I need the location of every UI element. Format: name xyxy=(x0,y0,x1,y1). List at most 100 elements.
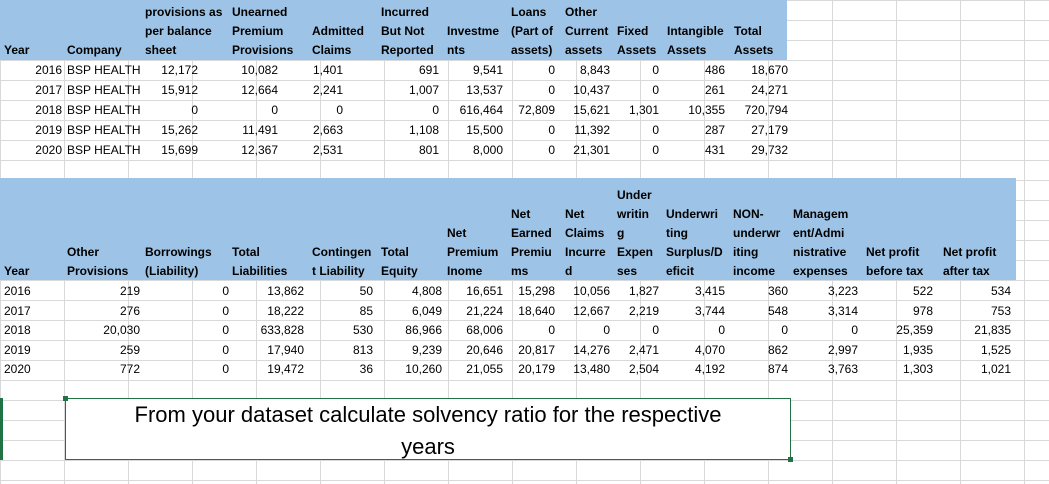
t1-cell-r3-c6: 15,500 xyxy=(466,123,503,137)
t1-header-provisions-line-1: per balance xyxy=(145,24,212,38)
t2-cell-r3-c11: 862 xyxy=(767,342,788,357)
t2-cell-r4-c5: 10,260 xyxy=(405,362,442,376)
t2-header-net_premium-line-1: Premium xyxy=(447,245,499,259)
t1-cell-r0-c0: 2016 xyxy=(35,63,62,77)
t2-cell-r3-c1: 259 xyxy=(119,342,140,357)
t1-cell-r1-c1: BSP HEALTH xyxy=(67,83,141,97)
t1-header-year: Year xyxy=(4,43,30,57)
t2-header-net_earned-line-2: Premiu xyxy=(511,245,552,259)
t1-cell-r3-c4: 2,663 xyxy=(312,123,343,137)
t2-cell-r4-c3: 19,472 xyxy=(267,362,304,376)
t1-cell-r2-c10: 10,355 xyxy=(688,103,725,117)
t2-cell-r1-c6: 21,224 xyxy=(466,303,503,318)
t2-cell-r4-c10: 4,192 xyxy=(694,362,725,376)
t2-cell-r3-c10: 4,070 xyxy=(694,342,725,357)
t1-cell-r2-c8: 15,621 xyxy=(573,103,610,117)
t1-cell-r0-c5: 691 xyxy=(418,63,439,77)
t1-cell-r4-c10: 431 xyxy=(704,143,725,157)
t2-cell-r3-c3: 17,940 xyxy=(267,342,304,357)
t1-cell-r2-c0: 2018 xyxy=(35,103,62,117)
t1-header-company: Company xyxy=(67,43,122,57)
resize-handle-tl[interactable] xyxy=(63,396,68,401)
t1-cell-r4-c0: 2020 xyxy=(35,143,62,157)
t1-cell-r2-c11: 720,794 xyxy=(744,103,788,117)
question-textbox[interactable]: From your dataset calculate solvency rat… xyxy=(63,396,793,462)
t1-cell-r3-c3: 11,491 xyxy=(242,123,278,137)
t1-header-other_current-line-2: assets xyxy=(565,43,603,57)
t2-header-underwriting_exp-line-0: Under xyxy=(617,188,652,202)
question-line-1: From your dataset calculate solvency rat… xyxy=(134,402,722,427)
t2-header-underwriting_surplus-line-3: eficit xyxy=(666,264,695,278)
t2-header-net_premium-line-2: Inome xyxy=(447,264,483,278)
t1-header-loans-line-0: Loans xyxy=(511,5,547,19)
t2-header-underwriting_exp-line-1: writin xyxy=(617,207,649,221)
t2-cell-r3-c6: 20,646 xyxy=(466,342,503,357)
t2-cell-r0-c10: 3,415 xyxy=(694,284,725,298)
t2-header-non_underwriting-line-3: income xyxy=(733,264,776,278)
t2-header-non_underwriting-line-2: iting xyxy=(733,245,759,259)
t1-cell-r1-c11: 24,271 xyxy=(751,83,788,97)
t2-cell-r1-c8: 12,667 xyxy=(573,303,610,318)
t2-cell-r1-c12: 3,314 xyxy=(827,303,858,318)
table2-header-band xyxy=(0,178,1016,280)
t2-cell-r2-c6: 68,006 xyxy=(466,323,503,337)
t1-cell-r4-c7: 0 xyxy=(548,143,555,157)
t2-cell-r1-c2: 0 xyxy=(222,303,229,318)
t2-cell-r1-c1: 276 xyxy=(119,303,140,318)
t2-header-contingent-line-0: Contingen xyxy=(312,245,372,259)
t2-header-total_liab-line-0: Total xyxy=(232,245,260,259)
t2-cell-r0-c13: 522 xyxy=(912,284,933,298)
t1-cell-r4-c5: 801 xyxy=(418,143,439,157)
t2-cell-r4-c1: 772 xyxy=(119,362,140,376)
t1-header-investments-line-0: Investme xyxy=(447,24,500,38)
t1-header-incurred-line-2: Reported xyxy=(381,43,434,57)
t2-cell-r2-c11: 0 xyxy=(781,323,788,337)
t2-cell-r0-c6: 16,651 xyxy=(466,284,503,298)
t2-cell-r2-c7: 0 xyxy=(548,323,555,337)
t2-header-management-line-1: ent/Admi xyxy=(793,226,845,240)
t1-cell-r3-c2: 15,262 xyxy=(161,123,198,137)
t1-cell-r1-c4: 2,241 xyxy=(312,83,343,97)
t2-cell-r1-c11: 548 xyxy=(767,303,788,318)
t2-cell-r1-c7: 18,640 xyxy=(518,303,555,318)
t2-cell-r2-c9: 0 xyxy=(652,323,659,337)
t2-header-total_liab-line-1: Liabilities xyxy=(232,264,288,278)
t1-cell-r0-c8: 8,843 xyxy=(579,63,610,77)
t2-cell-r2-c10: 0 xyxy=(718,323,725,337)
t1-header-total_assets-line-1: Assets xyxy=(734,43,774,57)
t1-cell-r1-c10: 261 xyxy=(704,83,725,97)
t2-cell-r1-c10: 3,744 xyxy=(694,303,725,318)
t2-cell-r4-c8: 13,480 xyxy=(573,362,610,376)
t1-cell-r1-c3: 12,664 xyxy=(241,83,278,97)
t2-cell-r0-c7: 15,298 xyxy=(518,284,555,298)
t2-cell-r2-c8: 0 xyxy=(603,323,610,337)
t1-cell-r0-c9: 0 xyxy=(652,63,659,77)
t1-cell-r1-c8: 10,437 xyxy=(573,83,610,97)
t2-header-net_before-line-0: Net profit xyxy=(866,245,920,259)
t1-cell-r2-c1: BSP HEALTH xyxy=(67,103,141,117)
t2-cell-r2-c5: 86,966 xyxy=(405,323,442,337)
t1-header-unearned-line-2: Provisions xyxy=(232,43,294,57)
t2-header-contingent-line-1: t Liability xyxy=(312,264,365,278)
t2-cell-r2-c13: 25,359 xyxy=(896,323,933,337)
table1-header-band xyxy=(0,0,787,60)
t2-header-net_claims-line-1: Claims xyxy=(565,226,605,240)
t2-cell-r1-c3: 18,222 xyxy=(267,303,304,318)
t2-cell-r3-c12: 2,997 xyxy=(827,342,858,357)
t1-header-loans-line-1: (Part of xyxy=(511,24,553,38)
t2-header-total_equity-line-1: Equity xyxy=(381,264,418,278)
t2-header-net_earned-line-0: Net xyxy=(511,207,531,221)
t2-cell-r0-c5: 4,808 xyxy=(411,284,442,298)
t1-header-incurred-line-1: But Not xyxy=(381,24,425,38)
t1-cell-r2-c5: 0 xyxy=(432,103,439,117)
t1-cell-r0-c1: BSP HEALTH xyxy=(67,63,141,77)
t2-cell-r1-c9: 2,219 xyxy=(628,303,659,318)
t1-cell-r0-c10: 486 xyxy=(704,63,725,77)
t2-header-other_prov-line-1: Provisions xyxy=(67,264,129,278)
t2-cell-r2-c14: 21,835 xyxy=(974,323,1011,337)
t2-cell-r4-c2: 0 xyxy=(222,362,229,376)
t2-cell-r0-c0: 2016 xyxy=(4,284,31,298)
t1-cell-r0-c11: 18,670 xyxy=(751,63,788,77)
t1-cell-r4-c4: 2,531 xyxy=(312,143,343,157)
resize-handle-br[interactable] xyxy=(788,457,793,462)
